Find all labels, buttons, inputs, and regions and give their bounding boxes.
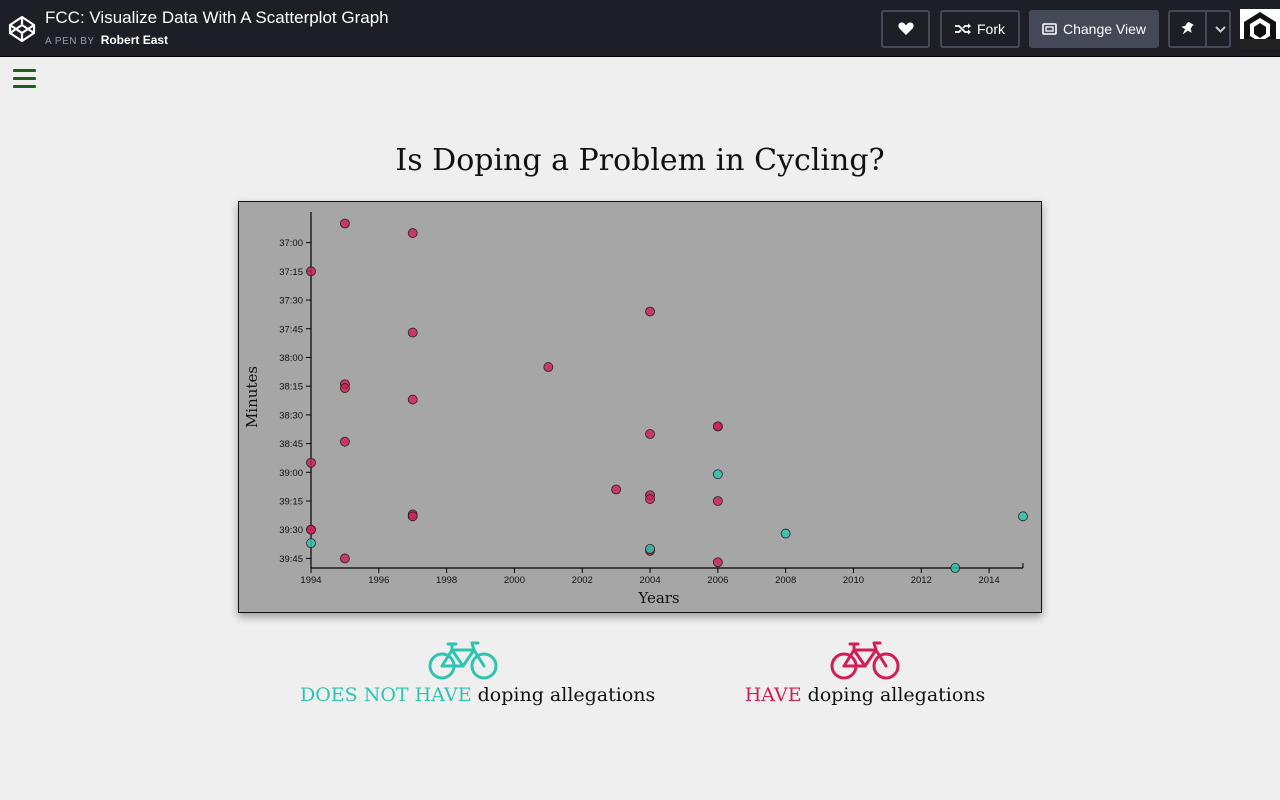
chart-title: Is Doping a Problem in Cycling? xyxy=(395,143,885,178)
avatar-image-icon xyxy=(1240,9,1280,49)
x-axis-label: Years xyxy=(637,589,679,607)
heart-icon xyxy=(897,22,914,35)
pen-author-link[interactable]: Robert East xyxy=(100,33,169,47)
legend-no-allegations: DOES NOT HAVE doping allegations xyxy=(300,640,655,706)
x-tick-label: 2004 xyxy=(639,575,660,586)
data-point[interactable] xyxy=(340,383,350,393)
y-tick-label: 37:00 xyxy=(279,238,303,249)
x-tick-label: 1996 xyxy=(368,575,389,586)
scatterplot-svg: 37:00 37:15 37:30 37:45 38:00 38:15 38:30 38:45… xyxy=(243,212,1028,607)
data-point[interactable] xyxy=(306,538,316,549)
bicycle-icon xyxy=(428,641,497,680)
data-point[interactable] xyxy=(645,543,655,554)
change-view-label: Change View xyxy=(1062,21,1147,37)
layout-icon xyxy=(1042,23,1057,35)
x-axis: 1994 1996 1998 2000 2002 2004 2006 2008 2010 2012… xyxy=(300,563,1024,586)
y-axis: 37:00 37:15 37:30 37:45 38:00 38:15 38:30 38:45… xyxy=(279,212,312,568)
scatterplot-chart: 37:00 37:15 37:30 37:45 38:00 38:15 38:30 38:45… xyxy=(238,201,1042,613)
pen-by-label: A PEN BY xyxy=(45,36,95,47)
data-point[interactable] xyxy=(712,496,723,506)
data-point[interactable] xyxy=(340,553,350,564)
data-point[interactable] xyxy=(712,469,723,480)
data-point[interactable] xyxy=(611,484,622,495)
x-tick-label: 1998 xyxy=(436,575,457,586)
legend-clean-highlight: DOES NOT HAVE xyxy=(300,684,472,706)
hamburger-menu-icon[interactable] xyxy=(13,69,36,88)
legend-doped-text: doping allegations xyxy=(801,684,986,706)
data-point[interactable] xyxy=(543,362,554,372)
fork-button[interactable]: Fork xyxy=(940,10,1020,48)
pin-icon xyxy=(1181,21,1195,35)
data-point[interactable] xyxy=(340,436,350,447)
y-tick-label: 39:15 xyxy=(279,497,303,508)
y-tick-label: 37:30 xyxy=(279,296,303,307)
data-point[interactable] xyxy=(645,429,655,439)
data-point[interactable] xyxy=(407,511,418,522)
data-point[interactable] xyxy=(645,306,655,317)
codepen-header: FCC: Visualize Data With A Scatterplot G… xyxy=(0,0,1280,57)
legend-clean-text: doping allegations xyxy=(471,684,656,706)
data-point[interactable] xyxy=(306,266,316,277)
data-point[interactable] xyxy=(306,457,316,468)
fork-label: Fork xyxy=(977,21,1005,37)
pin-button[interactable] xyxy=(1170,12,1207,46)
data-point[interactable] xyxy=(1018,511,1028,522)
change-view-button[interactable]: Change View xyxy=(1029,10,1159,48)
chevron-down-icon xyxy=(1215,25,1226,33)
love-button[interactable] xyxy=(881,10,930,48)
y-tick-label: 38:30 xyxy=(279,410,303,421)
pen-title[interactable]: FCC: Visualize Data With A Scatterplot G… xyxy=(45,8,389,27)
bicycle-icon xyxy=(830,641,900,680)
y-tick-label: 38:15 xyxy=(279,382,303,393)
data-point[interactable] xyxy=(407,327,418,338)
y-axis-label: Minutes xyxy=(243,366,261,428)
x-tick-label: 2000 xyxy=(504,575,525,586)
data-point[interactable] xyxy=(340,218,350,229)
legend-has-allegations: HAVE doping allegations xyxy=(740,640,990,706)
x-tick-label: 2014 xyxy=(979,575,1000,586)
codepen-logo-icon[interactable] xyxy=(8,15,36,43)
legend-doped-highlight: HAVE xyxy=(744,684,802,706)
data-point[interactable] xyxy=(780,528,791,539)
y-tick-label: 37:15 xyxy=(279,267,303,278)
data-point[interactable] xyxy=(712,421,723,432)
pin-button-group xyxy=(1168,10,1231,48)
x-tick-label: 2008 xyxy=(775,575,796,586)
data-point[interactable] xyxy=(950,563,961,573)
data-point[interactable] xyxy=(306,524,316,535)
data-point[interactable] xyxy=(712,557,723,568)
x-tick-label: 2012 xyxy=(911,575,932,586)
data-point[interactable] xyxy=(645,494,655,504)
y-tick-label: 39:30 xyxy=(279,525,303,536)
pin-dropdown-button[interactable] xyxy=(1213,12,1229,46)
data-points xyxy=(306,218,1028,573)
user-avatar[interactable] xyxy=(1240,9,1280,49)
x-tick-label: 1994 xyxy=(300,575,321,586)
y-tick-label: 39:00 xyxy=(279,468,303,479)
y-tick-label: 39:45 xyxy=(279,554,303,565)
x-tick-label: 2006 xyxy=(707,575,728,586)
pen-author-line: A PEN BY Robert East xyxy=(45,33,168,47)
fork-icon xyxy=(955,23,971,35)
data-point[interactable] xyxy=(407,228,418,238)
x-tick-label: 2002 xyxy=(572,575,593,586)
x-tick-label: 2010 xyxy=(843,575,864,586)
y-tick-label: 37:45 xyxy=(279,324,303,335)
y-tick-label: 38:45 xyxy=(279,439,303,450)
data-point[interactable] xyxy=(407,394,418,405)
y-tick-label: 38:00 xyxy=(279,353,303,364)
